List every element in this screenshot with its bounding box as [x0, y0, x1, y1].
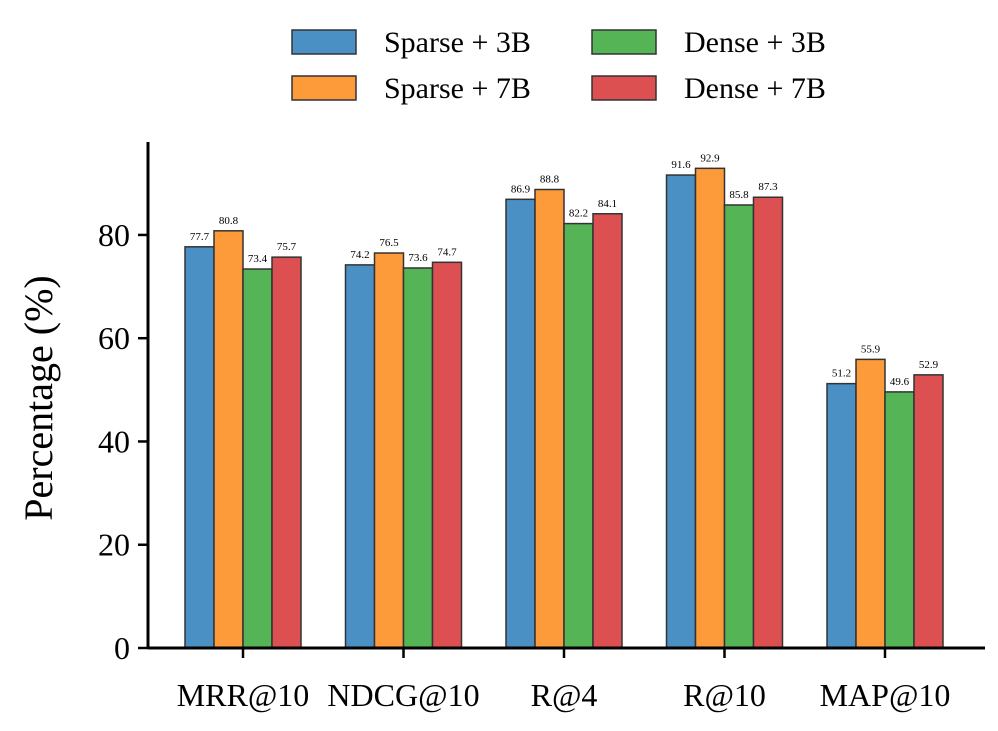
bar-sparse-3b-map-10 [826, 382, 857, 649]
value-label-dense-7b-ndcg-10: 74.7 [437, 246, 457, 258]
value-label-sparse-3b-r-4: 86.9 [511, 183, 531, 195]
axes: MRR@10 NDCG@10 R@4 R@10 MAP@10 0 20 40 60 80 [98, 142, 985, 713]
y-tick-label-0: 0 [114, 630, 130, 666]
value-label-dense-3b-ndcg-10: 73.6 [408, 252, 428, 264]
y-tick-label-40: 40 [98, 423, 130, 459]
bar-dense-7b-r-10 [752, 196, 784, 649]
bar-sparse-7b-ndcg-10 [373, 252, 405, 649]
bar-dense-3b-r-4 [563, 222, 594, 649]
bar-dense-3b-r-10 [723, 204, 755, 649]
x-tick-label-r-4: R@4 [531, 677, 598, 713]
value-label-dense-7b-mrr-10: 75.7 [277, 241, 297, 253]
bar-dense-3b-map-10 [884, 391, 915, 649]
legend-swatch-sparse-7b [291, 75, 357, 101]
value-labels: 77.7 80.8 73.4 75.7 74.2 76.5 73.6 74.7 86.9 88.8… [190, 152, 939, 388]
value-label-sparse-3b-mrr-10: 77.7 [190, 231, 210, 243]
bar-sparse-7b-r-10 [694, 167, 726, 649]
x-tick-label-r-10: R@10 [683, 677, 766, 713]
value-label-sparse-7b-r-10: 92.9 [700, 152, 720, 164]
x-tick-label-ndcg-10: NDCG@10 [327, 677, 479, 713]
y-tick-label-60: 60 [98, 320, 130, 356]
bar-dense-7b-r-4 [592, 213, 623, 649]
x-tick-label-mrr-10: MRR@10 [177, 677, 310, 713]
legend-label-dense-3b: Dense + 3B [684, 26, 826, 59]
legend: Sparse + 3B Sparse + 7B Dense + 3B Dense + … [291, 26, 826, 105]
value-label-sparse-7b-mrr-10: 80.8 [219, 215, 239, 227]
bar-sparse-3b-mrr-10 [184, 246, 215, 649]
value-label-sparse-3b-ndcg-10: 74.2 [350, 249, 369, 261]
bar-sparse-3b-r-4 [505, 198, 536, 649]
y-tick-label-20: 20 [98, 527, 130, 563]
bar-sparse-3b-ndcg-10 [344, 264, 376, 649]
value-label-dense-3b-r-4: 82.2 [569, 208, 588, 220]
bars [184, 167, 944, 649]
bar-sparse-3b-r-10 [665, 174, 697, 649]
value-label-dense-3b-mrr-10: 73.4 [248, 253, 268, 265]
value-label-dense-7b-map-10: 52.9 [919, 359, 939, 371]
legend-label-sparse-7b: Sparse + 7B [384, 72, 531, 105]
value-label-sparse-3b-r-10: 91.6 [671, 159, 691, 171]
bar-dense-3b-ndcg-10 [402, 267, 434, 649]
bar-dense-7b-ndcg-10 [431, 261, 463, 649]
value-label-sparse-3b-map-10: 51.2 [832, 368, 851, 380]
value-label-sparse-7b-r-4: 88.8 [540, 174, 560, 186]
value-label-dense-7b-r-10: 87.3 [758, 181, 778, 193]
legend-swatch-dense-3b [591, 29, 657, 55]
legend-swatch-dense-7b [591, 75, 657, 101]
y-tick-label-80: 80 [98, 217, 130, 253]
y-axis-label: Percentage (%) [16, 275, 61, 520]
value-label-sparse-7b-map-10: 55.9 [861, 343, 881, 355]
x-tick-label-map-10: MAP@10 [820, 677, 951, 713]
legend-swatch-sparse-3b [291, 29, 357, 55]
value-label-dense-3b-r-10: 85.8 [729, 189, 749, 201]
bar-dense-7b-map-10 [913, 374, 944, 649]
value-label-dense-3b-map-10: 49.6 [890, 376, 910, 388]
bar-sparse-7b-mrr-10 [213, 230, 244, 649]
value-label-dense-7b-r-4: 84.1 [598, 198, 617, 210]
bar-dense-7b-mrr-10 [271, 256, 302, 649]
legend-label-dense-7b: Dense + 7B [684, 72, 826, 105]
bar-sparse-7b-map-10 [855, 358, 886, 649]
legend-label-sparse-3b: Sparse + 3B [384, 26, 531, 59]
bar-sparse-7b-r-4 [534, 188, 565, 649]
bar-dense-3b-mrr-10 [242, 268, 273, 649]
value-label-sparse-7b-ndcg-10: 76.5 [379, 237, 399, 249]
